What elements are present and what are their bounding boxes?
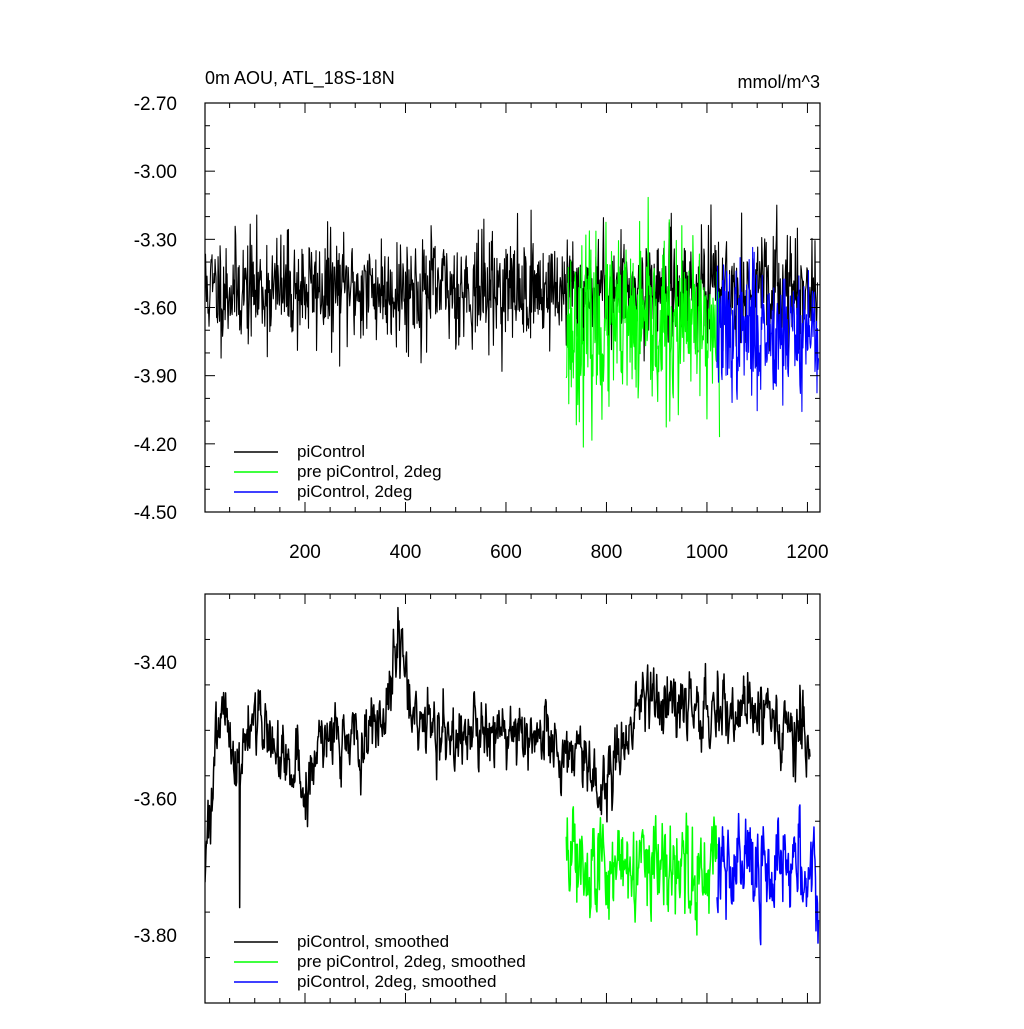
top-series-line-2 <box>716 246 820 413</box>
top-xtick-label: 800 <box>591 542 623 563</box>
top-xtick-label: 600 <box>490 542 522 563</box>
top-ytick-label: -3.90 <box>134 367 177 388</box>
bottom-series-line-1 <box>565 806 718 936</box>
top-ytick-label: -2.70 <box>134 94 177 115</box>
bottom-legend-label: pre piControl, 2deg, smoothed <box>297 952 526 971</box>
top-xtick-label: 400 <box>390 542 422 563</box>
bottom-legend-label: piControl, smoothed <box>297 932 449 951</box>
top-series-group <box>205 196 820 448</box>
top-legend-label: piControl, 2deg <box>297 482 412 501</box>
top-ytick-label: -3.30 <box>134 230 177 251</box>
bottom-legend-label: piControl, 2deg, smoothed <box>297 972 496 991</box>
top-series-line-1 <box>565 196 721 448</box>
bottom-ytick-label: -3.60 <box>134 790 177 811</box>
top-legend-label: pre piControl, 2deg <box>297 462 442 481</box>
bottom-series-line-2 <box>716 804 820 946</box>
top-ytick-label: -4.20 <box>134 435 177 456</box>
bottom-series-group <box>205 606 820 946</box>
bottom-ytick-label: -3.40 <box>134 653 177 674</box>
top-ytick-label: -3.00 <box>134 162 177 183</box>
bottom-axis-ticks: -3.40 -3.60 -3.80 <box>134 593 820 1004</box>
top-axis-ticks: -2.70 -3.00 -3.30 -3.60 -3.90 -4.20 -4.50 200 40… <box>134 94 829 563</box>
bottom-ytick-label: -3.80 <box>134 926 177 947</box>
bottom-series-line-0 <box>205 606 811 909</box>
top-xtick-label: 200 <box>289 542 321 563</box>
top-panel: 0m AOU, ATL_18S-18N mmol/m^3 -2.70-3.00-… <box>134 68 829 563</box>
top-chart-title: 0m AOU, ATL_18S-18N <box>205 68 395 89</box>
top-ytick-label: -3.60 <box>134 299 177 320</box>
top-xtick-label: 1000 <box>686 542 728 563</box>
top-chart-units: mmol/m^3 <box>738 72 820 92</box>
top-xtick-label: 1200 <box>786 542 828 563</box>
top-series-line-0 <box>205 204 819 372</box>
top-legend-label: piControl <box>297 442 365 461</box>
bottom-plot-frame <box>204 593 821 1004</box>
top-ytick-label: -4.50 <box>134 503 177 524</box>
